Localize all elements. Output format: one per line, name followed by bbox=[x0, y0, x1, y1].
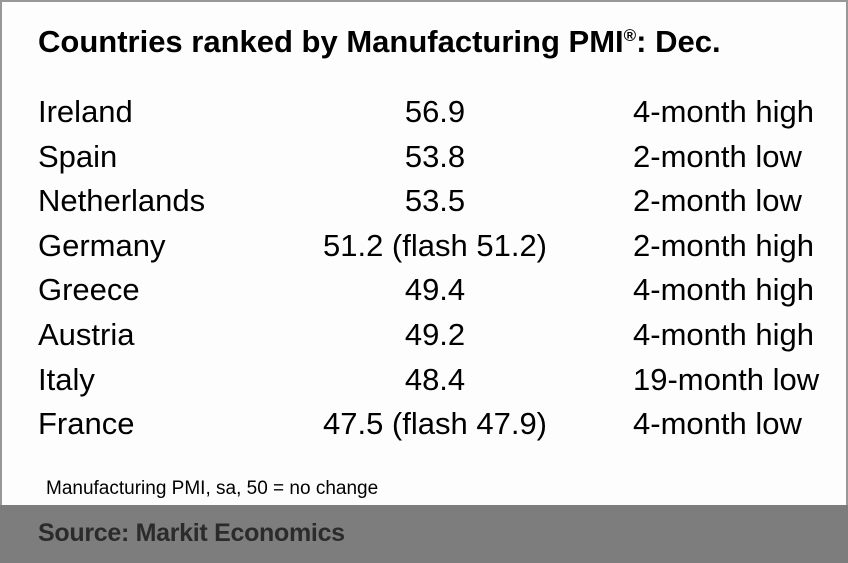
registered-trademark-symbol: ® bbox=[623, 26, 637, 45]
country-cell: Austria bbox=[38, 316, 135, 352]
pmi-value-cell: 48.4 bbox=[404, 361, 466, 397]
country-cell: Greece bbox=[38, 272, 140, 308]
table-row: Greece 49.4 4-month high bbox=[0, 268, 848, 313]
table-row: Spain 53.8 2-month low bbox=[0, 135, 848, 180]
status-cell: 4-month high bbox=[633, 316, 814, 352]
country-cell: Italy bbox=[38, 361, 95, 397]
table-row: France 47.5 (flash 47.9) 4-month low bbox=[0, 402, 848, 447]
status-cell: 2-month high bbox=[633, 227, 814, 263]
status-cell: 19-month low bbox=[633, 361, 820, 397]
country-cell: Netherlands bbox=[38, 183, 206, 219]
table-row: Ireland 56.9 4-month high bbox=[0, 90, 848, 135]
pmi-value-cell: 53.8 bbox=[404, 138, 466, 174]
page-title-suffix: : Dec. bbox=[636, 24, 721, 59]
footnote: Manufacturing PMI, sa, 50 = no change bbox=[46, 478, 379, 499]
status-cell: 2-month low bbox=[633, 138, 802, 174]
pmi-value-cell: 49.2 bbox=[404, 316, 466, 352]
pmi-value-cell: 47.5 (flash 47.9) bbox=[322, 406, 548, 442]
pmi-value-cell: 51.2 (flash 51.2) bbox=[322, 227, 548, 263]
country-cell: Germany bbox=[38, 227, 166, 263]
source-bar: Source: Markit Economics bbox=[0, 505, 848, 563]
pmi-value-cell: 49.4 bbox=[404, 272, 466, 308]
table-row: Italy 48.4 19-month low bbox=[0, 358, 848, 403]
source-label: Source: Markit Economics bbox=[38, 519, 345, 547]
page-title: Countries ranked by Manufacturing PMI®: … bbox=[38, 22, 721, 67]
pmi-value-cell: 56.9 bbox=[404, 94, 466, 129]
country-cell: France bbox=[38, 406, 135, 442]
page-title-main: Countries ranked by Manufacturing PMI bbox=[38, 24, 624, 59]
pmi-table: Ireland 56.9 4-month high Spain 53.8 2-m… bbox=[0, 90, 848, 447]
status-cell: 2-month low bbox=[633, 183, 802, 219]
table-row: Netherlands 53.5 2-month low bbox=[0, 179, 848, 224]
table-row: Germany 51.2 (flash 51.2) 2-month high bbox=[0, 224, 848, 269]
pmi-value-cell: 53.5 bbox=[404, 183, 466, 219]
status-cell: 4-month low bbox=[633, 406, 802, 442]
country-cell: Ireland bbox=[38, 94, 133, 129]
status-cell: 4-month high bbox=[633, 94, 814, 129]
table-row: Austria 49.2 4-month high bbox=[0, 313, 848, 358]
country-cell: Spain bbox=[38, 138, 118, 174]
status-cell: 4-month high bbox=[633, 272, 814, 308]
